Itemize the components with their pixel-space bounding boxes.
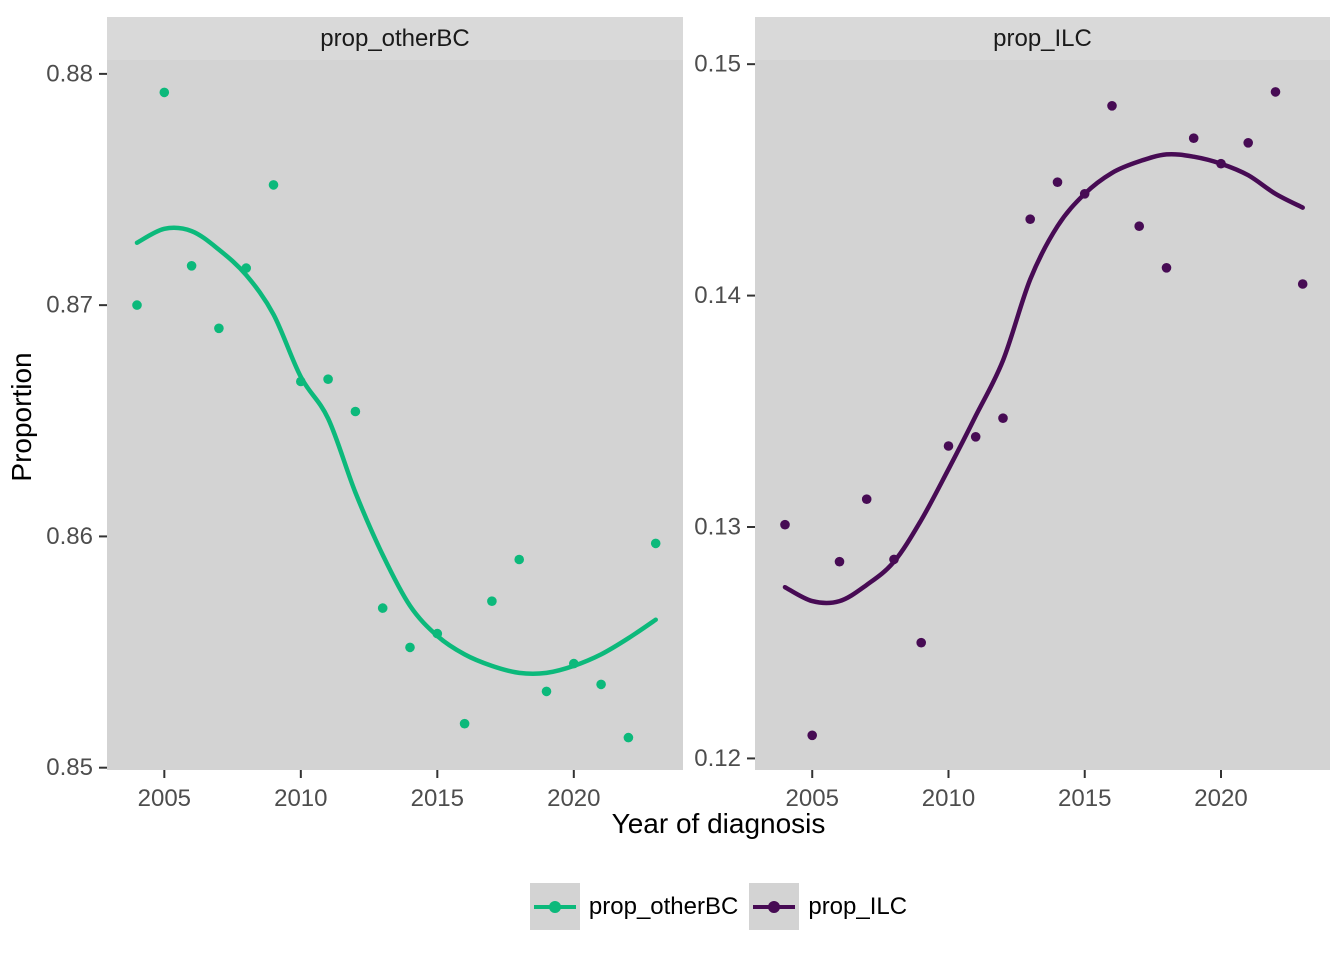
y-tick-label: 0.12 [694, 745, 741, 772]
data-point [861, 494, 872, 505]
data-point [943, 441, 954, 451]
facet-title-prop-otherbc: prop_otherBC [320, 24, 470, 52]
data-point [541, 686, 552, 697]
data-point [132, 300, 142, 310]
legend-label-prop-otherbc: prop_otherBC [588, 892, 739, 920]
legend-point-icon [548, 900, 561, 913]
panel-background [755, 60, 1330, 770]
facet-strip-prop-ilc: prop_ILC [755, 17, 1330, 60]
legend-item-prop-otherbc: prop_otherBC [529, 883, 739, 930]
legend: prop_otherBC prop_ILC [107, 883, 1330, 930]
data-point [1025, 214, 1035, 224]
x-tick-label: 2020 [547, 785, 600, 812]
x-tick-label: 2005 [786, 785, 839, 812]
smooth-curve [134, 225, 658, 676]
data-point [1161, 263, 1172, 273]
data-point [1107, 101, 1117, 111]
facet-strip-prop-otherbc: prop_otherBC [107, 17, 683, 60]
data-point [268, 180, 279, 190]
x-tick-label: 2010 [274, 785, 327, 812]
data-point [186, 261, 197, 271]
data-point [487, 596, 497, 606]
y-tick-label: 0.15 [694, 51, 741, 78]
x-tick-label: 2005 [138, 785, 191, 812]
data-point [432, 628, 443, 639]
legend-item-prop-ilc: prop_ILC [749, 883, 907, 930]
data-point [1243, 138, 1253, 148]
x-tick-label: 2015 [1058, 785, 1111, 812]
data-point [159, 87, 170, 98]
data-point [916, 637, 926, 648]
y-tick-label: 0.88 [46, 60, 93, 87]
data-point [377, 603, 388, 613]
x-tick-label: 2010 [922, 785, 975, 812]
data-point [514, 554, 524, 565]
facet-title-prop-ilc: prop_ILC [993, 24, 1092, 52]
data-point [1270, 87, 1281, 97]
data-point [1052, 177, 1063, 187]
y-tick-label: 0.87 [46, 292, 93, 319]
y-tick-label: 0.85 [46, 754, 93, 781]
data-point [780, 519, 790, 530]
y-axis-title: Proportion [6, 352, 37, 482]
y-tick-label: 0.14 [694, 282, 741, 309]
legend-point-icon [768, 900, 781, 913]
y-tick-label: 0.13 [694, 514, 741, 541]
data-point [889, 554, 899, 565]
data-point [241, 263, 251, 273]
data-point [569, 658, 579, 669]
data-point [350, 406, 361, 417]
data-point [970, 432, 981, 442]
panel-background [107, 60, 683, 770]
legend-key-prop-otherbc [529, 883, 580, 930]
data-point [1297, 279, 1308, 289]
data-point [214, 323, 224, 334]
data-point [323, 374, 333, 385]
legend-key-prop-ilc [749, 883, 800, 930]
y-tick-label: 0.86 [46, 523, 93, 550]
data-point [650, 538, 661, 549]
data-point [1134, 221, 1144, 231]
legend-label-prop-ilc: prop_ILC [808, 892, 908, 920]
data-point [807, 730, 817, 741]
x-tick-label: 2015 [411, 785, 464, 812]
x-tick-label: 2020 [1194, 785, 1247, 812]
data-point [296, 376, 306, 387]
data-point [834, 556, 845, 567]
data-point [459, 718, 470, 729]
data-point [405, 642, 415, 653]
data-point [1079, 189, 1090, 199]
data-point [1216, 158, 1226, 169]
x-axis-title: Year of diagnosis [611, 808, 826, 839]
data-point [596, 679, 606, 690]
data-point [623, 732, 634, 743]
data-point [1188, 133, 1199, 143]
data-point [998, 413, 1008, 424]
